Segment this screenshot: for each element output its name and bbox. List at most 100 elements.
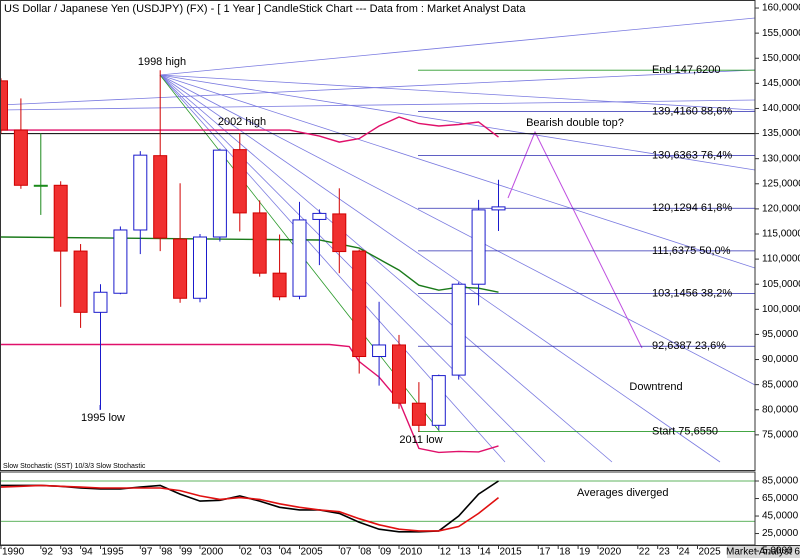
y-tick-label: 150,0000 [762,53,800,64]
main-frame [0,0,756,471]
level-label: End 147,6200 [652,64,721,76]
annotation: 1995 low [81,412,125,424]
candle-body [212,149,227,238]
candle-body [451,283,466,376]
annotation: Averages diverged [577,487,669,499]
candle-body [93,291,108,313]
candle-body [192,236,207,299]
x-tick-label: 2010 [400,547,423,558]
x-tick-label: 24 [679,547,691,558]
candle-body [411,402,426,426]
candle-body [0,80,8,131]
candle-body [372,344,387,358]
y-tick-label: 45,0000 [762,511,799,522]
x-tick-label: 97 [141,547,153,558]
x-tick-label: 93 [62,547,74,558]
y-tick-label: 115,0000 [762,229,800,240]
x-tick-label: 19 [579,547,591,558]
x-tick-label: 08 [360,547,372,558]
y-tick-label: 5,0000 [762,546,793,557]
level-label: 130,6363 76,4% [652,149,732,161]
fan-lines [0,17,755,463]
x-tick-label: 14 [480,547,492,558]
candle-body [173,238,188,299]
average-line [1,116,499,143]
candle-body [272,272,287,298]
footer: Market Analyst 6 [726,547,800,558]
y-tick-label: 125,0000 [762,178,800,189]
x-tick-label: 03 [261,547,273,558]
y-tick-label: 65,0000 [762,493,799,504]
level-label: 120,1294 61,8% [652,202,732,214]
x-tick-label: 92 [42,547,54,558]
y-tick-label: 120,0000 [762,204,800,215]
x-tick-label: 17 [539,547,551,558]
x-tick-label: 13 [460,547,472,558]
x-tick-label: 09 [380,547,392,558]
candle-body [53,184,68,252]
level-label: 139,4160 88,6% [652,105,732,117]
x-tick-label: 23 [659,547,671,558]
candle-body [232,149,247,214]
projection [507,130,643,349]
x-tick-label: 2025 [698,547,721,558]
y-tick-label: 155,0000 [762,28,800,39]
x-tick-label: 2020 [599,547,622,558]
y-tick-label: 85,0000 [762,476,799,487]
x-tick-label: 98 [161,547,173,558]
candle-body [352,250,367,358]
indicator-title: Slow Stochastic (SST) 10/3/3 Slow Stocha… [3,463,146,470]
annotation: 1998 high [138,56,186,68]
annotation: Bearish double top? [526,117,624,129]
x-tick-label: 1995 [101,547,124,558]
level-label: 92,6387 23,6% [652,340,726,352]
y-tick-label: 80,0000 [762,404,799,415]
footer-box [727,546,800,558]
x-tick-label: 07 [340,547,352,558]
level-label: 111,6375 50,0% [652,245,731,257]
y-tick-label: 135,0000 [762,128,800,139]
candle-body [391,344,406,404]
candle-body [33,184,48,187]
candle-body [491,206,506,211]
level-label: Start 75,6550 [652,425,718,437]
y-tick-label: 85,0000 [762,379,799,390]
y-tick-label: 110,0000 [762,254,800,265]
y-tick-label: 160,0000 [762,3,800,14]
y-tick-label: 100,0000 [762,304,800,315]
candle-body [113,229,128,294]
candle-body [332,213,347,253]
level-label: 103,1456 38,2% [652,287,732,299]
x-tick-label: 94 [82,547,94,558]
candle-body [13,129,28,186]
x-tick-label: 2005 [300,547,323,558]
annotation: 2011 low [399,434,442,446]
y-tick-label: 145,0000 [762,78,800,89]
x-tick-label: 18 [559,547,571,558]
candle-body [431,375,446,426]
y-tick-label: 95,0000 [762,329,799,340]
candle-body [471,209,486,285]
y-tick-label: 105,0000 [762,279,800,290]
x-tick-label: 2000 [201,547,224,558]
x-tick-label: 12 [440,547,452,558]
y-tick-label: 130,0000 [762,153,800,164]
x-tick-label: 2015 [499,547,522,558]
candle-body [252,212,267,274]
stochastic-line [0,484,499,532]
candle-body [292,219,307,297]
y-tick-label: 140,0000 [762,103,800,114]
x-tick-label: 1990 [2,547,25,558]
y-tick-label: 25,0000 [762,528,799,539]
x-tick-label: 22 [639,547,651,558]
candle-body [153,155,168,239]
x-tick-label: 99 [181,547,193,558]
x-tick-label: 04 [281,547,293,558]
x-tick-label: 02 [241,547,253,558]
annotation: 2002 high [218,116,266,128]
y-tick-label: 90,0000 [762,354,799,365]
chart-title: US Dollar / Japanese Yen (USDJPY) (FX) -… [4,3,526,15]
annotation: Downtrend [629,381,682,393]
